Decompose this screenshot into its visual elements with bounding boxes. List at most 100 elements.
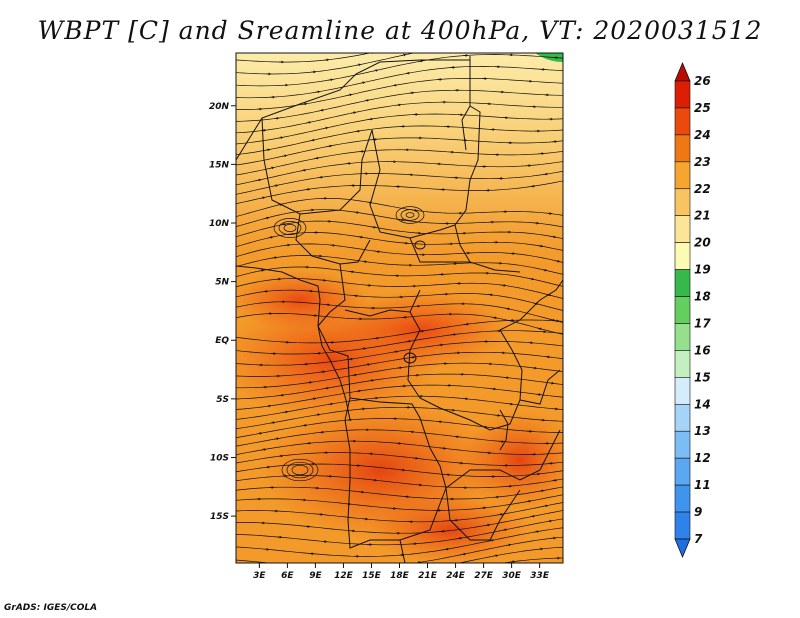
- colorbar-label: 19: [694, 263, 711, 277]
- streamline-vortex: [395, 206, 425, 224]
- streamline-arrow: [391, 84, 398, 87]
- streamline: [236, 313, 563, 335]
- streamline-arrow: [373, 336, 380, 340]
- colorbar-swatch: [674, 350, 691, 378]
- longitude-axis: 3E 6E 9E 12E 15E 18E 21E 24E 27E 30E 33E: [253, 563, 550, 581]
- lon-tick-label: 30E: [502, 571, 522, 581]
- lon-tick-label: 6E: [281, 571, 294, 581]
- colorbar-label: 11: [694, 478, 711, 492]
- streamline: [236, 406, 563, 430]
- streamline-arrow: [529, 514, 536, 518]
- colorbar-label: 13: [694, 424, 711, 438]
- streamline-arrow: [319, 370, 326, 374]
- colorbar-swatch: [674, 377, 691, 405]
- streamline-arrow: [400, 53, 407, 57]
- streamline-vortex: [273, 218, 307, 238]
- streamline-arrow: [541, 268, 548, 272]
- streamline-arrow: [267, 236, 274, 239]
- colorbar-swatch: [674, 80, 691, 109]
- streamline: [236, 161, 563, 186]
- streamline-arrow: [546, 519, 553, 523]
- streamline-arrow: [448, 565, 452, 566]
- streamline-arrow: [405, 340, 412, 343]
- streamline-arrow: [322, 126, 329, 130]
- streamline-arrow: [533, 530, 540, 534]
- colorbar-swatch: [674, 242, 691, 270]
- streamline-arrow: [549, 318, 556, 322]
- streamline: [236, 209, 563, 228]
- streamline-arrow: [554, 259, 561, 263]
- lon-tick-label: 3E: [253, 571, 266, 581]
- streamline-arrow: [491, 316, 498, 319]
- streamline-arrow: [327, 78, 334, 82]
- streamline-arrow: [260, 448, 267, 451]
- streamline-arrow: [396, 366, 403, 370]
- streamline: [236, 125, 563, 156]
- streamline-arrow: [258, 269, 265, 272]
- footer-credit: GrADS: IGES/COLA: [4, 603, 98, 613]
- colorbar-swatch: [674, 107, 691, 136]
- colorbar-label: 21: [694, 209, 711, 223]
- streamline-arrow: [351, 373, 358, 377]
- streamline-arrow: [509, 560, 516, 563]
- streamline-arrow: [269, 421, 276, 425]
- streamline-arrow: [310, 397, 317, 401]
- streamline-arrow: [542, 172, 549, 176]
- streamline-arrow: [306, 381, 313, 384]
- colorbar-label: 26: [694, 74, 711, 88]
- streamline-arrow: [456, 536, 463, 540]
- streamline-arrow: [529, 184, 536, 188]
- colorbar-top-arrow: [674, 61, 691, 82]
- streamline-arrow: [300, 169, 307, 172]
- streamline-arrow: [272, 184, 279, 188]
- streamline: [236, 330, 563, 355]
- colorbar-label: 14: [694, 397, 711, 411]
- streamline: [236, 278, 563, 299]
- lat-tick-label: 20N: [209, 102, 230, 112]
- streamline-arrow: [459, 34, 463, 35]
- streamline: [236, 351, 563, 377]
- streamline-arrow: [446, 46, 450, 47]
- streamline-arrow: [301, 102, 308, 106]
- colorbar-label: 9: [694, 505, 702, 519]
- lon-tick-label: 27E: [474, 571, 494, 581]
- streamline-arrow: [264, 148, 271, 152]
- streamline-arrow: [256, 432, 263, 435]
- streamline-arrow: [404, 71, 411, 75]
- streamline-arrow: [488, 539, 495, 542]
- streamline-arrow: [273, 116, 280, 120]
- streamline: [236, 429, 563, 447]
- colorbar-swatch: [674, 188, 691, 217]
- streamline: [236, 502, 563, 523]
- lat-tick-label: 15N: [209, 160, 230, 170]
- streamline-arrow: [346, 93, 353, 97]
- streamline: [236, 170, 563, 195]
- colorbar-bottom-arrow: [674, 538, 691, 559]
- country-borders: [236, 56, 563, 563]
- streamline-arrow: [548, 381, 555, 385]
- streamline-arrow: [326, 144, 333, 148]
- streamline-arrow: [360, 347, 367, 351]
- colorbar-swatch: [674, 484, 691, 513]
- colorbar-label: 18: [694, 290, 711, 304]
- streamline-arrow: [255, 178, 262, 182]
- colorbar-swatch: [674, 215, 691, 243]
- streamline-arrow: [361, 260, 368, 263]
- streamline-arrow: [372, 69, 379, 72]
- streamline-arrow: [364, 363, 371, 367]
- streamline-arrow: [450, 333, 457, 336]
- streamline-vortex: [286, 461, 314, 479]
- streamline-arrow: [278, 393, 285, 397]
- streamline-arrow: [463, 322, 470, 326]
- streamline-arrow: [313, 156, 320, 160]
- colorbar-label: 22: [694, 182, 711, 196]
- streamline-arrow: [417, 59, 424, 63]
- streamline-arrow: [317, 175, 324, 179]
- streamline-arrow: [505, 543, 512, 547]
- streamline-arrow: [355, 63, 362, 67]
- streamline: [236, 89, 563, 122]
- colorbar-label: 16: [694, 343, 711, 357]
- streamline: [236, 255, 563, 275]
- streamline-arrow: [460, 552, 467, 556]
- streamline: [236, 301, 563, 323]
